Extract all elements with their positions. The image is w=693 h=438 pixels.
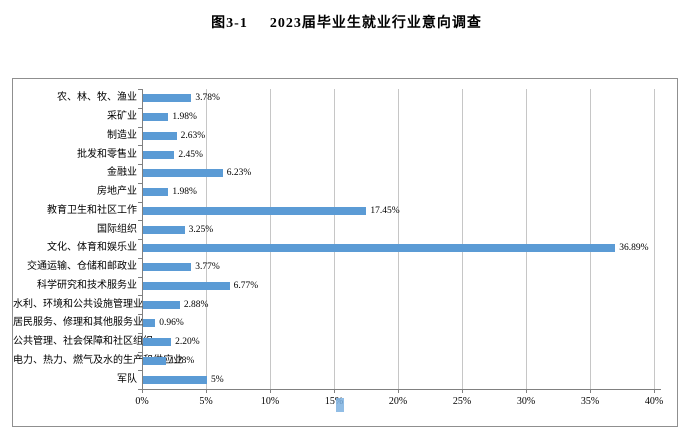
y-axis-tick [138,220,142,222]
bar-value-label: 36.89% [619,243,649,254]
category-label: 军队 [117,373,137,385]
x-axis-line [138,389,661,390]
x-tick-label: 15% [324,396,344,407]
y-axis-tick [138,89,142,90]
x-tick-label: 20% [388,396,408,407]
category-label: 采矿业 [107,111,137,123]
bar [143,319,156,328]
bar [143,263,192,272]
bar [143,356,166,365]
bar-value-label: 3.78% [195,93,220,104]
bar-value-label: 2.88% [183,299,209,310]
category-label: 公共管理、社会保障和社区组织 [13,336,153,348]
bar-value-label: 2.45% [178,149,203,160]
x-axis-tick [142,389,143,393]
gridline [654,89,655,389]
category-label: 批发和零售业 [77,148,137,160]
category-label: 交通运输、仓储和邮政业 [27,261,137,273]
x-tick-label: 5% [199,396,213,407]
y-axis-tick [138,276,142,278]
gridline [398,89,399,389]
bar-value-label: 2.20% [175,337,200,348]
x-axis-tick [526,389,527,393]
y-axis-tick [138,239,142,240]
category-label: 电力、热力、燃气及水的生产和供应业 [13,354,183,366]
bar [143,131,177,140]
y-axis-line [142,89,143,389]
y-axis-tick [138,351,142,353]
bar [143,338,172,347]
bar-value-label: 1.78% [169,355,195,366]
bar [143,188,169,197]
chart-title-text: 2023届毕业生就业行业意向调查 [269,16,482,31]
bar-value-label: 5% [211,374,224,385]
bar [143,94,192,103]
bar [143,225,185,234]
gridline [526,89,527,389]
x-tick-label: 30% [516,396,536,407]
bar [143,206,367,215]
bar [143,150,175,159]
gridline [334,89,335,389]
y-axis-tick [138,314,142,315]
bar-value-label: 6.77% [233,280,259,291]
bar-value-label: 3.77% [195,262,220,273]
category-label: 文化、体育和娱乐业 [47,242,137,254]
y-axis-tick [138,295,142,297]
y-axis-tick [138,201,142,203]
category-label: 国际组织 [97,223,137,235]
text-cursor-artifact [336,398,344,412]
category-label: 制造业 [107,129,137,141]
category-label: 水利、环境和公共设施管理业 [13,298,143,310]
category-label: 房地产业 [97,186,137,198]
plot-area: 0% 5% 10% 15% 20% 25% 30% 35% 40% 农、林、牧、渔业 3.78% 采矿… [13,79,677,426]
x-axis-tick [398,389,399,393]
y-axis-tick [138,164,142,165]
category-label: 农、林、牧、渔业 [57,92,137,104]
bar [143,244,616,253]
y-axis-tick [138,182,142,184]
y-axis-tick [138,370,142,372]
category-label: 居民服务、修理和其他服务业 [13,317,143,329]
y-axis-tick [138,145,142,147]
bar [143,375,207,384]
chart-frame: 0% 5% 10% 15% 20% 25% 30% 35% 40% 农、林、牧、渔业 3.78% 采矿… [12,78,678,427]
bar [143,169,223,178]
x-axis-tick [334,389,335,393]
y-axis-tick [138,332,142,334]
gridline [590,89,591,389]
figure-number: 图3-1 [211,16,248,31]
category-label: 金融业 [107,167,137,179]
gridline [206,89,207,389]
bar-value-label: 1.98% [172,187,197,198]
y-axis-tick [138,107,142,109]
x-tick-label: 10% [260,396,280,407]
y-axis-tick [138,257,142,259]
gridline [462,89,463,389]
x-axis-tick [590,389,591,393]
x-axis-tick [206,389,207,393]
bar-value-label: 6.23% [226,168,252,179]
bar-value-label: 0.96% [159,318,184,329]
bar [143,113,169,122]
bar-value-label: 2.63% [180,130,206,141]
x-axis-tick [462,389,463,393]
category-label: 教育卫生和社区工作 [47,204,137,216]
bar-value-label: 17.45% [370,205,400,216]
bar-value-label: 3.25% [188,224,214,235]
x-axis-tick [270,389,271,393]
y-axis-tick [138,126,142,128]
category-label: 科学研究和技术服务业 [37,279,137,291]
bar [143,281,230,290]
x-tick-label: 40% [644,396,664,407]
x-axis-tick [654,389,655,393]
x-tick-label: 25% [452,396,472,407]
chart-title: 图3-1 2023届毕业生就业行业意向调查 [0,12,693,32]
x-tick-label: 0% [135,396,149,407]
bar [143,300,180,309]
bar-value-label: 1.98% [172,112,197,123]
x-tick-label: 35% [580,396,600,407]
gridline [270,89,271,389]
